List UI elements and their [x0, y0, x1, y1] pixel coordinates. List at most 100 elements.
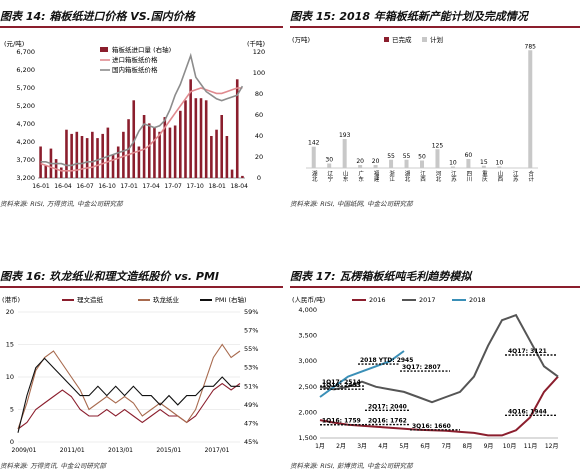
chart14-ytick-left: 4,700	[16, 120, 35, 128]
chart15-xtick: 江苏	[450, 170, 457, 183]
chart14-bar	[215, 129, 218, 178]
chart14-bar	[75, 131, 79, 178]
chart16-source: 资料来源: 万得资讯, 中金公司研究部	[0, 462, 106, 470]
chart16-ytick-right: 45%	[244, 438, 258, 446]
chart14-ytick-right: 100	[253, 69, 265, 77]
chart14-bar	[199, 98, 203, 178]
chart14-ytick-right: 20	[255, 153, 263, 161]
chart17-xtick: 10月	[503, 443, 517, 450]
chart17-xtick: 12月	[545, 443, 559, 450]
chart15-bar-plan	[497, 166, 502, 168]
chart17-annotation: 3Q16: 1660	[412, 423, 451, 430]
chart14-xtick: 17-04	[142, 183, 160, 190]
chart14-bar	[184, 100, 187, 178]
chart15-xtick: 合计	[527, 169, 534, 183]
chart16-legend-lee: 理文造纸	[77, 295, 104, 304]
chart15-bar-plan	[342, 139, 347, 168]
chart15-bar-plan	[373, 165, 378, 168]
chart15-legend-swatch-done	[384, 37, 389, 42]
chart14-xtick: 16-07	[76, 183, 94, 190]
chart15-data-label: 142	[308, 140, 320, 147]
chart15-data-label: 55	[403, 153, 411, 160]
chart14-ytick-left: 5,700	[16, 84, 35, 92]
chart14-bar	[210, 136, 213, 178]
chart14-bar	[147, 123, 151, 178]
chart17-legend-2018: 2018	[469, 296, 486, 304]
chart16-xtick: 2017/01	[205, 447, 230, 454]
chart15-data-label: 10	[449, 160, 457, 167]
chart14-bar	[116, 146, 120, 178]
chart15-legend-done: 已完成	[392, 35, 412, 44]
chart14-bar	[230, 169, 234, 178]
chart17-annotation: 3Q17: 2807	[402, 364, 441, 371]
chart14-bar	[153, 127, 156, 178]
chart15-bar-plan	[389, 159, 394, 168]
chart16-ytick-right: 57%	[244, 327, 258, 335]
chart16-xtick: 2015/01	[156, 447, 181, 454]
chart16-line-pmi	[17, 357, 240, 433]
chart17-xtick: 1月	[315, 443, 325, 450]
chart15-bar-plan	[481, 165, 486, 168]
chart17-line-2017	[319, 313, 559, 404]
chart16-ytick-right: 49%	[244, 401, 258, 409]
chart14-bar	[85, 138, 89, 178]
chart16-xtick: 2013/01	[108, 447, 133, 454]
chart16-ytick-right: 47%	[244, 419, 258, 427]
chart14-right-unit: (千吨)	[247, 39, 265, 48]
chart15-xtick: 河北	[434, 169, 441, 183]
chart15-xtick: 福建	[373, 169, 380, 183]
chart14-title: 图表 14: 箱板纸进口价格 VS.国内价格	[0, 10, 195, 23]
chart15-svg: (万吨) 已完成 计划 142 湖北 30 辽宁 193 山东 20 广东 20 福建 55 浙江 55 湖北 5…	[292, 35, 538, 183]
chart17-xtick: 5月	[399, 443, 409, 450]
chart14-ytick-left: 5,200	[16, 102, 35, 110]
chart15-data-label: 30	[325, 157, 333, 164]
chart17-svg: (人民币/吨) 2016 2017 2018 1,500 2,000 2,500 3,000 3…	[292, 295, 559, 450]
chart14-bar	[39, 146, 42, 178]
chart17-xtick: 8月	[463, 443, 473, 450]
chart14-line-import	[40, 87, 243, 172]
chart16-ytick-right: 53%	[244, 364, 258, 372]
chart15-bar-plan	[466, 159, 471, 168]
chart17-annotation: 4Q16: 1944	[508, 408, 547, 415]
chart14-bar	[91, 131, 94, 178]
chart14-ytick-right: 0	[257, 174, 261, 182]
chart15-bar-plan	[528, 50, 533, 168]
panel-chart15: 图表 15: 2018 年箱板纸新产能计划及完成情况 (万吨) 已完成 计划 142 湖…	[290, 8, 580, 208]
chart17-annotation: 2018 YTD: 2945	[360, 357, 413, 364]
panel-chart17: 图表 17: 瓦楞箱板纸吨毛利趋势模拟 (人民币/吨) 2016 2017 2018 1…	[290, 268, 580, 470]
chart14-bar	[173, 125, 177, 178]
chart17-annotation: 2Q16: 1762	[368, 418, 407, 425]
chart17-annotation: 2Q17: 2040	[368, 403, 407, 410]
chart16-xtick: 2011/01	[60, 447, 85, 454]
chart17-xtick: 6月	[420, 443, 430, 450]
chart14-ytick-left: 3,700	[16, 156, 35, 164]
chart15-xtick: 湖北	[404, 169, 411, 183]
chart14-bar	[111, 154, 115, 178]
chart15-xtick: 重庆	[481, 169, 488, 183]
chart14-bar	[80, 136, 84, 178]
chart14-ytick-right: 120	[253, 48, 265, 56]
chart15-legend-swatch-plan	[422, 37, 427, 42]
chart14-bar	[225, 136, 229, 178]
chart14-xtick: 17-01	[120, 183, 138, 190]
chart14-bar	[194, 98, 198, 178]
chart17-line-2016	[319, 375, 559, 437]
chart14-xtick: 16-01	[32, 183, 50, 190]
chart14-ytick-right: 60	[255, 111, 263, 119]
chart15-xtick: 四川	[465, 170, 472, 182]
chart14-legend-domestic: 国内箱板纸价格	[112, 65, 158, 74]
chart16-legend-nd: 玖龙纸业	[153, 295, 180, 304]
chart17-xtick: 9月	[484, 443, 494, 450]
chart16-xtick: 2009/01	[12, 447, 37, 454]
chart16-ytick-left: 5	[10, 406, 14, 414]
chart14-xtick: 16-04	[54, 183, 72, 190]
chart14-bar	[132, 100, 136, 178]
chart17-rule	[290, 286, 580, 288]
chart15-unit: (万吨)	[292, 35, 310, 44]
chart16-rule	[0, 286, 283, 288]
chart15-xtick: 山西	[496, 169, 503, 183]
chart17-ytick: 2,500	[298, 383, 317, 391]
chart16-ytick-left: 0	[10, 438, 14, 446]
chart15-bar-plan	[358, 165, 363, 168]
chart17-line-2018	[319, 350, 405, 398]
